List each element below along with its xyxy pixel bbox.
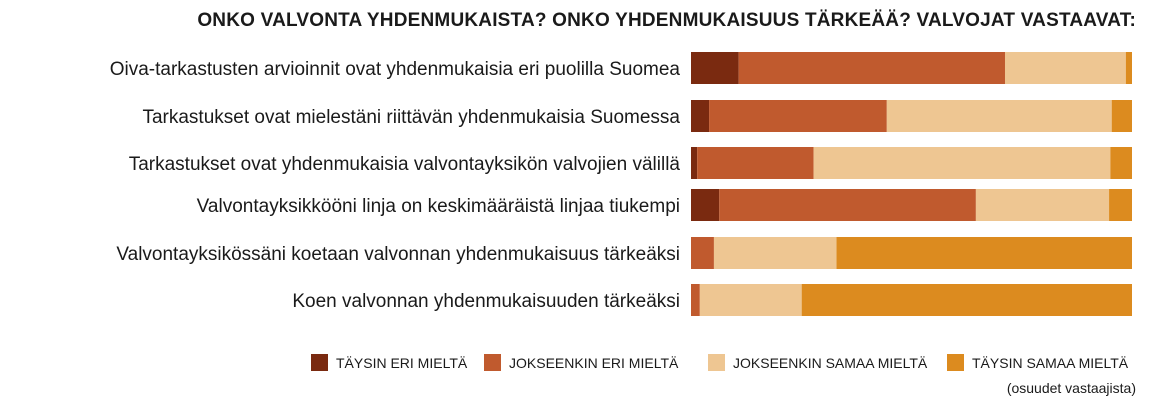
bar-segment-3 xyxy=(713,237,837,269)
category-label: Valvontayksikkööni linja on keskimääräis… xyxy=(197,196,680,217)
bar-segment-1 xyxy=(691,147,698,179)
bar-segment-4 xyxy=(1109,189,1132,221)
bar-segment-1 xyxy=(691,100,710,132)
chart-note: (osuudet vastaajista) xyxy=(1006,380,1136,396)
category-label: Valvontayksikössäni koetaan valvonnan yh… xyxy=(116,244,680,265)
bar-segment-1 xyxy=(691,52,739,84)
bar-segment-4 xyxy=(801,284,1132,316)
bar-segment-4 xyxy=(1111,100,1132,132)
bar-segment-4 xyxy=(1110,147,1132,179)
category-label: Tarkastukset ovat mielestäni riittävän y… xyxy=(142,107,680,128)
bar-segment-2 xyxy=(691,284,700,316)
category-label: Tarkastukset ovat yhdenmukaisia valvonta… xyxy=(129,154,681,175)
bar-segment-2 xyxy=(697,147,814,179)
bar-segment-3 xyxy=(1004,52,1126,84)
bar-segment-2 xyxy=(738,52,1005,84)
bar-segment-2 xyxy=(719,189,976,221)
bar-segment-2 xyxy=(709,100,887,132)
bar-segment-4 xyxy=(1125,52,1132,84)
category-label: Koen valvonnan yhdenmukaisuuden tärkeäks… xyxy=(292,291,680,312)
bar-segment-3 xyxy=(886,100,1112,132)
bar-segment-4 xyxy=(836,237,1132,269)
bar-segment-1 xyxy=(691,189,720,221)
bar-segment-3 xyxy=(975,189,1110,221)
bar-segment-3 xyxy=(699,284,802,316)
category-label: Oiva-tarkastusten arvioinnit ovat yhdenm… xyxy=(110,59,681,80)
bar-segment-2 xyxy=(691,237,714,269)
chart-title: ONKO VALVONTA YHDENMUKAISTA? ONKO YHDENM… xyxy=(197,10,1136,31)
bar-segment-3 xyxy=(813,147,1111,179)
